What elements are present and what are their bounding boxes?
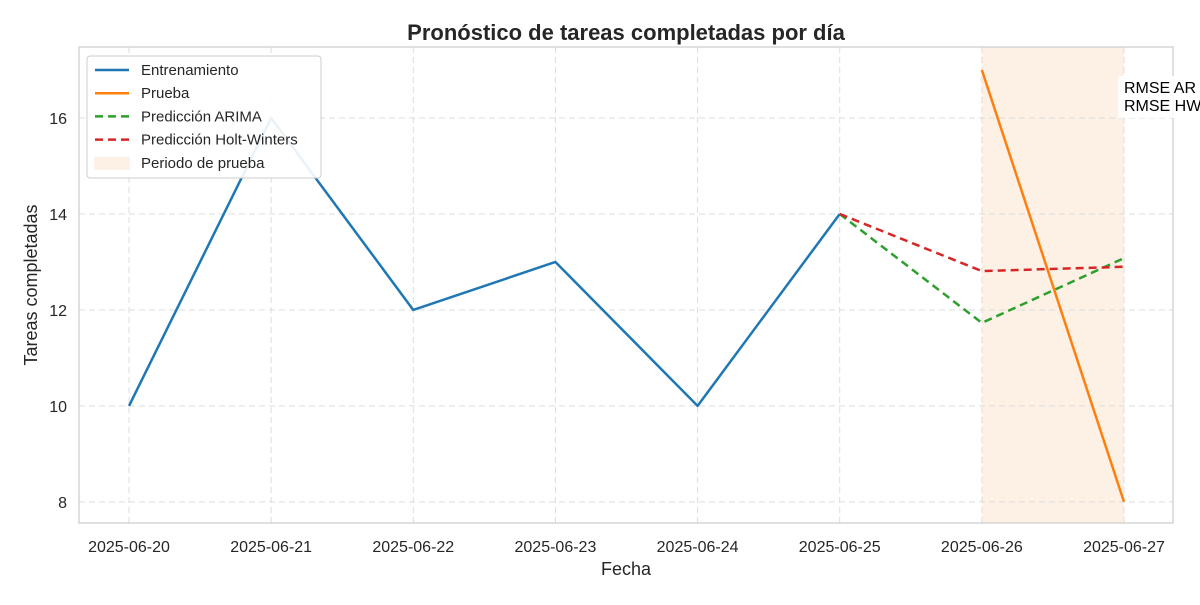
x-tick-label: 2025-06-20 xyxy=(88,539,170,556)
x-tick-label: 2025-06-24 xyxy=(657,539,739,556)
x-tick-label: 2025-06-25 xyxy=(799,539,881,556)
x-tick-label: 2025-06-23 xyxy=(515,539,597,556)
rmse-annotation-text: RMSE HW xyxy=(1124,98,1200,115)
series-line-2 xyxy=(838,212,1125,325)
chart-title: Pronóstico de tareas completadas por día xyxy=(407,20,845,45)
x-tick-label: 2025-06-22 xyxy=(372,539,454,556)
legend-label: Predicción Holt-Winters xyxy=(141,132,298,149)
y-tick-label: 16 xyxy=(49,111,67,128)
y-tick-label: 12 xyxy=(49,303,67,320)
y-tick-label: 10 xyxy=(49,399,67,416)
y-axis-label: Tareas completadas xyxy=(21,204,41,365)
plot-frame xyxy=(78,46,1174,524)
rmse-annotation-box xyxy=(1118,76,1200,118)
x-tick-label: 2025-06-27 xyxy=(1083,539,1165,556)
legend-box xyxy=(86,55,322,179)
rmse-annotation-text: RMSE AR xyxy=(1124,80,1196,97)
y-tick-label: 8 xyxy=(58,495,67,512)
legend-label: Periodo de prueba xyxy=(141,155,265,172)
legend-label: Entrenamiento xyxy=(141,62,239,79)
legend-label: Predicción ARIMA xyxy=(141,108,262,125)
legend-swatch xyxy=(94,156,130,170)
x-axis-label: Fecha xyxy=(601,559,652,579)
y-tick-label: 14 xyxy=(49,207,67,224)
series-line-3 xyxy=(839,212,1125,273)
x-tick-label: 2025-06-21 xyxy=(230,539,312,556)
x-tick-label: 2025-06-26 xyxy=(941,539,1023,556)
series-line-1 xyxy=(980,69,1126,503)
legend-label: Prueba xyxy=(141,85,190,102)
